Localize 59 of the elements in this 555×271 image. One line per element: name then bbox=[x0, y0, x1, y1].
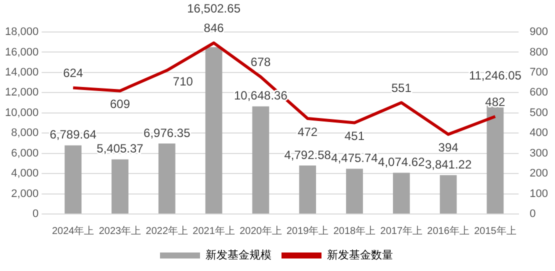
data-label: 5,405.37 bbox=[96, 142, 144, 156]
data-label: 710 bbox=[172, 74, 194, 89]
x-tick-label: 2023年上 bbox=[98, 224, 142, 237]
y-tick-label: 14,000 bbox=[4, 66, 39, 78]
bar bbox=[64, 145, 82, 214]
data-label: 624 bbox=[63, 66, 84, 80]
legend-label: 新发基金数量 bbox=[327, 248, 393, 262]
y-tick-label: 16,000 bbox=[4, 46, 39, 58]
bar bbox=[158, 143, 176, 214]
x-tick-label: 2022年上 bbox=[146, 224, 188, 237]
y2-tick-label: 600 bbox=[530, 86, 548, 99]
y2-tick-label: 700 bbox=[530, 66, 548, 78]
data-label: 16,502.65 bbox=[187, 1, 241, 16]
y-tick-label: 0 bbox=[32, 208, 39, 220]
data-label: 4,475.74 bbox=[331, 151, 378, 166]
y-tick-label: 2,000 bbox=[11, 188, 39, 200]
y2-tick-label: 500 bbox=[530, 106, 548, 119]
y2-tick-label: 400 bbox=[530, 127, 548, 140]
y2-tick-label: 100 bbox=[530, 188, 548, 200]
data-label: 4,074.62 bbox=[378, 155, 426, 170]
x-tick-label: 2024年上 bbox=[52, 224, 94, 237]
data-label: 472 bbox=[298, 124, 318, 139]
bar bbox=[392, 172, 410, 214]
bar bbox=[346, 168, 363, 214]
y2-tick-label: 200 bbox=[530, 168, 548, 180]
x-tick-label: 2017年上 bbox=[380, 224, 423, 237]
data-label: 609 bbox=[110, 97, 130, 112]
data-label: 6,789.64 bbox=[50, 128, 97, 142]
bar bbox=[299, 166, 316, 214]
x-tick-label: 2015年上 bbox=[474, 224, 516, 237]
data-label: 678 bbox=[250, 55, 272, 70]
data-label: 451 bbox=[344, 129, 365, 144]
data-label: 394 bbox=[438, 140, 459, 155]
data-label: 551 bbox=[391, 80, 412, 95]
x-tick-label: 2020年上 bbox=[240, 224, 282, 237]
data-label: 11,246.05 bbox=[468, 68, 522, 83]
y2-tick-label: 900 bbox=[530, 26, 548, 38]
data-label: 3,841.22 bbox=[424, 157, 472, 172]
y-tick-label: 12,000 bbox=[4, 86, 39, 99]
x-tick-label: 2018年上 bbox=[333, 224, 376, 237]
y2-tick-label: 800 bbox=[530, 46, 548, 58]
x-tick-label: 2021年上 bbox=[192, 224, 235, 237]
x-tick-label: 2019年上 bbox=[286, 224, 329, 237]
x-tick-label: 2016年上 bbox=[427, 224, 470, 237]
y-tick-label: 4,000 bbox=[11, 168, 39, 180]
bar bbox=[440, 175, 457, 214]
y-tick-label: 8,000 bbox=[11, 127, 39, 140]
bar bbox=[252, 106, 270, 214]
y-tick-label: 18,000 bbox=[4, 26, 39, 38]
data-label: 846 bbox=[204, 21, 224, 36]
bar bbox=[112, 159, 128, 214]
data-label: 4,792.58 bbox=[284, 148, 332, 162]
y-tick-label: 6,000 bbox=[11, 147, 39, 160]
y2-tick-label: 300 bbox=[530, 147, 548, 160]
bar bbox=[205, 47, 222, 214]
y-tick-label: 10,000 bbox=[4, 106, 39, 119]
legend-label: 新发基金规模 bbox=[206, 248, 272, 262]
y2-tick-label: 0 bbox=[530, 208, 536, 220]
data-label: 6,976.35 bbox=[144, 126, 191, 140]
